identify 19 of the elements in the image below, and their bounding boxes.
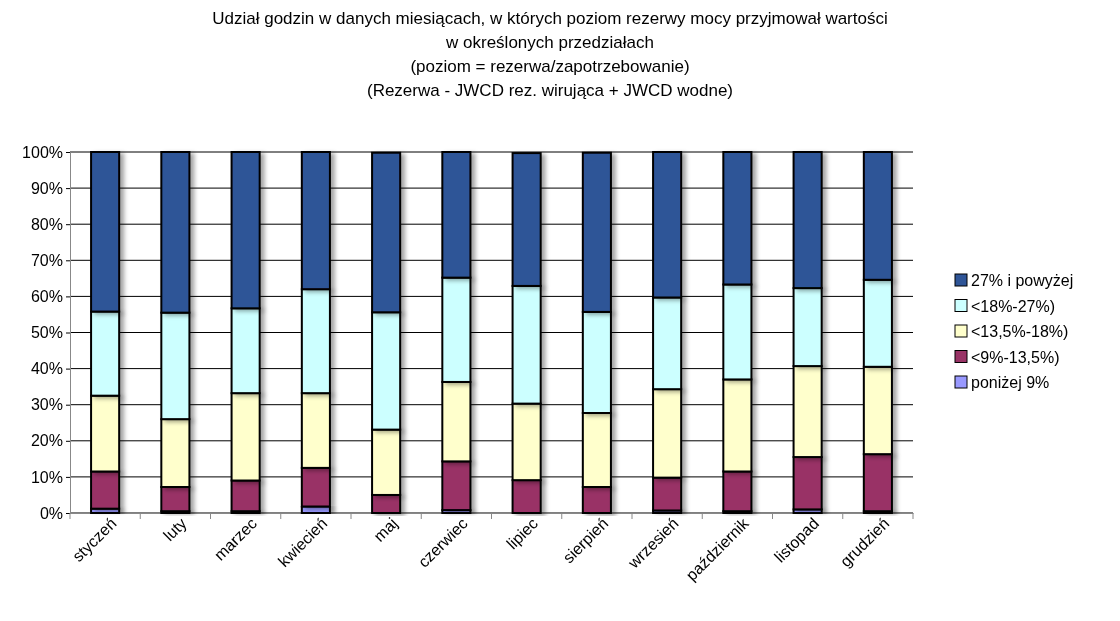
y-tick-label: 100% bbox=[22, 143, 63, 161]
y-tick-label: 60% bbox=[30, 288, 63, 306]
y-tick-label: 90% bbox=[30, 179, 63, 197]
legend-label: <13,5%-18%) bbox=[971, 323, 1069, 340]
x-tick-label: luty bbox=[160, 514, 190, 545]
y-tick-label: 30% bbox=[30, 396, 63, 414]
legend-label: poniżej 9% bbox=[971, 374, 1050, 391]
chart-title: Udział godzin w danych miesiącach, w których poziom rezerwy mocy przyjmował wartości w określonych przedziałach (poziom = rezerwa/zapotrzebowanie) (Rezerwa - JWCD rez. wirująca + JWCD wodne) bbox=[212, 9, 888, 100]
y-tick-label: 70% bbox=[30, 251, 63, 269]
legend-label: <9%-13,5%) bbox=[971, 348, 1060, 366]
legend-label: 27% i powyżej bbox=[971, 272, 1074, 289]
y-tick-label: 0% bbox=[39, 504, 63, 522]
y-tick-label: 50% bbox=[30, 324, 63, 342]
y-tick-label: 80% bbox=[30, 215, 63, 233]
legend-label: <18%-27%) bbox=[971, 297, 1056, 315]
y-tick-label: 20% bbox=[30, 432, 63, 450]
x-tick-label: maj bbox=[370, 514, 401, 545]
y-tick-label: 40% bbox=[30, 360, 63, 378]
y-tick-label: 10% bbox=[30, 468, 63, 486]
